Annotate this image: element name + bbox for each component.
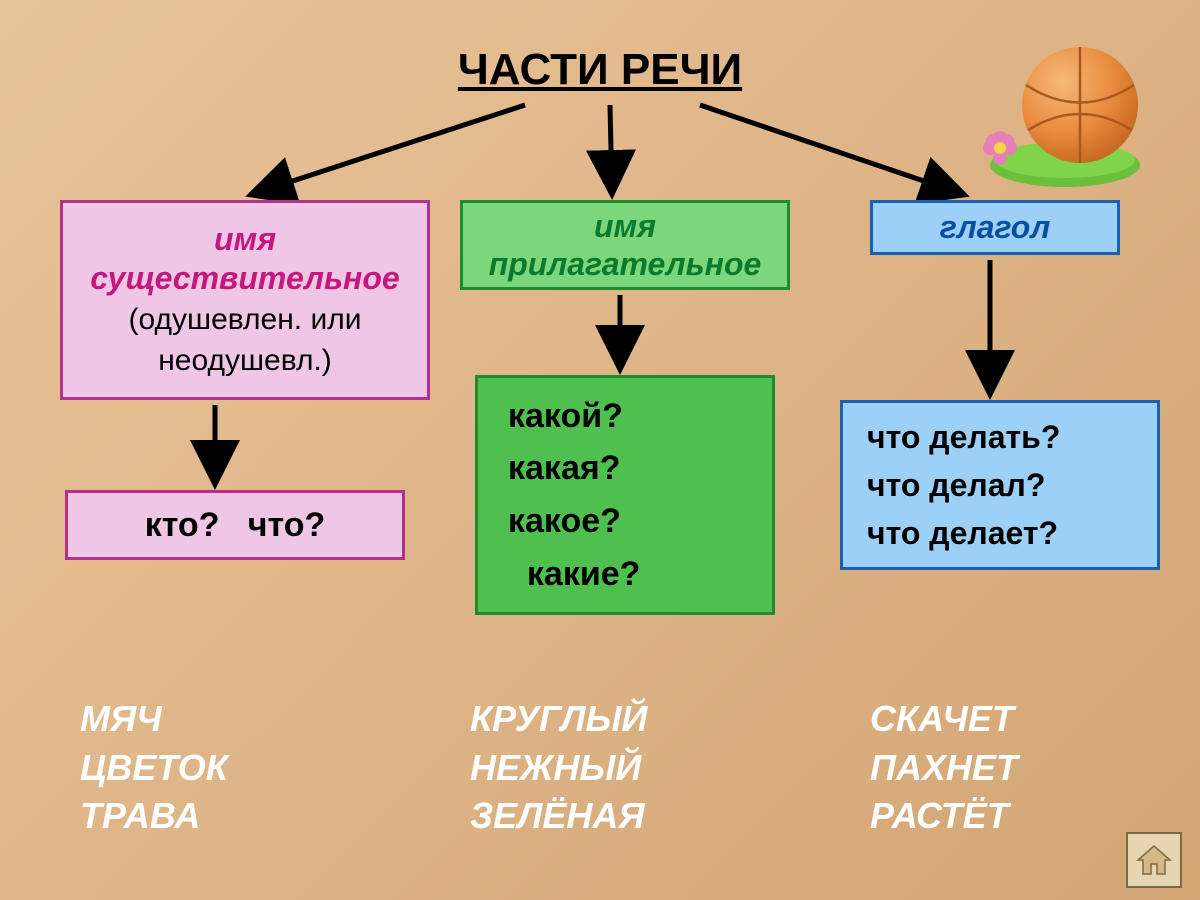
adj-question-box: какой? какая? какое? какие? [475, 375, 775, 615]
verb-ex-1: СКАЧЕТ [870, 695, 1018, 744]
verb-q-2: что делал? [853, 461, 1147, 509]
verb-box: глагол [870, 200, 1120, 255]
home-icon [1134, 840, 1174, 880]
adj-q-3: какое? [488, 495, 762, 548]
adj-q-2: какая? [488, 442, 762, 495]
adj-title-line1: имя [594, 207, 656, 245]
noun-ex-3: ТРАВА [80, 792, 228, 841]
adj-examples: КРУГЛЫЙ НЕЖНЫЙ ЗЕЛЁНАЯ [470, 695, 647, 841]
verb-examples: СКАЧЕТ ПАХНЕТ РАСТЁТ [870, 695, 1018, 841]
noun-box: имя существительное (одушевлен. или неод… [60, 200, 430, 400]
verb-question-box: что делать? что делал? что делает? [840, 400, 1160, 570]
adj-ex-3: ЗЕЛЁНАЯ [470, 792, 647, 841]
page-title: ЧАСТИ РЕЧИ [458, 45, 742, 95]
verb-q-3: что делает? [853, 509, 1147, 557]
verb-ex-2: ПАХНЕТ [870, 744, 1018, 793]
noun-title-line1: имя [214, 220, 276, 258]
arrow-title-verb [700, 105, 965, 195]
adj-ex-1: КРУГЛЫЙ [470, 695, 647, 744]
noun-ex-1: МЯЧ [80, 695, 228, 744]
noun-question-box: кто? что? [65, 490, 405, 560]
verb-title: глагол [940, 209, 1051, 246]
ball-decoration [980, 30, 1150, 190]
noun-sub-line1: (одушевлен. или [129, 301, 362, 339]
arrow-title-noun [250, 105, 525, 195]
verb-q-1: что делать? [853, 413, 1147, 461]
noun-examples: МЯЧ ЦВЕТОК ТРАВА [80, 695, 228, 841]
noun-question: кто? что? [145, 503, 326, 547]
adj-box: имя прилагательное [460, 200, 790, 290]
adj-ex-2: НЕЖНЫЙ [470, 744, 647, 793]
noun-ex-2: ЦВЕТОК [80, 744, 228, 793]
noun-sub-line2: неодушевл.) [158, 342, 332, 380]
adj-q-4: какие? [488, 548, 762, 601]
home-button[interactable] [1126, 832, 1182, 888]
verb-ex-3: РАСТЁТ [870, 792, 1018, 841]
arrow-title-adj [610, 105, 612, 195]
adj-title-line2: прилагательное [489, 245, 762, 283]
noun-title-line2: существительное [90, 259, 399, 297]
adj-q-1: какой? [488, 390, 762, 443]
